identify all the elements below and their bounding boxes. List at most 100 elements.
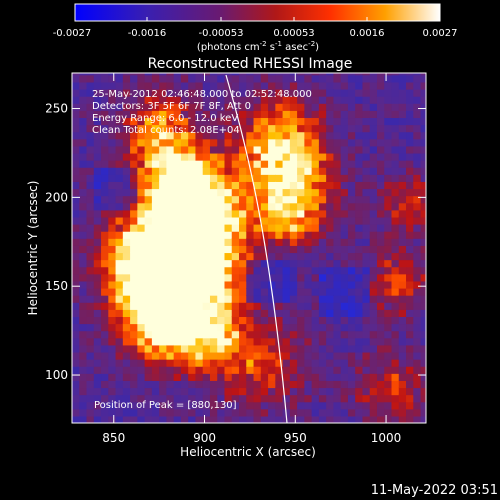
heatmap-cell	[239, 401, 247, 410]
heatmap-cell	[93, 110, 102, 119]
heatmap-cell	[224, 202, 233, 211]
heatmap-cell	[333, 351, 342, 360]
heatmap-cell	[369, 273, 378, 282]
heatmap-cell	[398, 231, 407, 239]
heatmap-cell	[376, 81, 385, 90]
heatmap-cell	[384, 88, 393, 97]
heatmap-cell	[289, 273, 298, 282]
heatmap-cell	[217, 415, 226, 423]
heatmap-cell	[217, 302, 226, 310]
heatmap-cell	[122, 387, 131, 396]
heatmap-cell	[122, 81, 131, 90]
heatmap-cell	[108, 309, 117, 317]
heatmap-cell	[231, 160, 240, 168]
heatmap-cell	[420, 96, 426, 104]
heatmap-cell	[304, 195, 313, 204]
heatmap-cell	[406, 394, 414, 403]
heatmap-cell	[260, 103, 269, 111]
heatmap-cell	[130, 408, 138, 417]
heatmap-cell	[108, 387, 117, 396]
heatmap-cell	[326, 273, 335, 282]
heatmap-cell	[304, 96, 313, 104]
heatmap-cell	[195, 359, 204, 367]
heatmap-cell	[144, 245, 153, 254]
heatmap-cell	[376, 202, 385, 211]
heatmap-cell	[122, 273, 131, 282]
heatmap-cell	[304, 224, 313, 232]
heatmap-cell	[355, 323, 364, 332]
heatmap-cell	[151, 209, 160, 218]
heatmap-cell	[355, 131, 364, 140]
heatmap-cell	[289, 238, 298, 246]
heatmap-cell	[362, 103, 371, 111]
heatmap-cell	[93, 309, 102, 317]
heatmap-cell	[166, 238, 175, 246]
heatmap-cell	[355, 181, 364, 190]
heatmap-cell	[239, 366, 247, 374]
heatmap-cell	[376, 344, 385, 353]
heatmap-cell	[362, 124, 371, 133]
heatmap-cell	[72, 316, 80, 325]
heatmap-cell	[101, 380, 109, 389]
heatmap-cell	[159, 195, 167, 204]
heatmap-cell	[122, 209, 131, 218]
heatmap-cell	[289, 408, 298, 417]
heatmap-cell	[420, 252, 426, 261]
heatmap-cell	[188, 387, 197, 396]
heatmap-cell	[209, 337, 218, 346]
heatmap-cell	[398, 73, 407, 76]
heatmap-cell	[86, 330, 95, 339]
heatmap-cell	[224, 273, 233, 282]
heatmap-cell	[260, 394, 269, 403]
heatmap-cell	[253, 216, 262, 225]
heatmap-cell	[137, 366, 146, 374]
heatmap-cell	[209, 373, 218, 381]
heatmap-cell	[144, 131, 153, 140]
heatmap-cell	[209, 167, 218, 175]
heatmap-cell	[326, 181, 335, 190]
heatmap-cell	[253, 231, 262, 239]
heatmap-cell	[115, 88, 124, 97]
heatmap-cell	[282, 145, 291, 154]
heatmap-cell	[369, 415, 378, 423]
heatmap-cell	[151, 408, 160, 417]
heatmap-cell	[173, 323, 182, 332]
heatmap-cell	[144, 73, 153, 76]
y-axis-label: Heliocentric Y (arcsec)	[26, 181, 40, 316]
heatmap-cell	[333, 394, 342, 403]
heatmap-cell	[326, 408, 335, 417]
heatmap-cell	[420, 295, 426, 303]
heatmap-cell	[384, 387, 393, 396]
heatmap-cell	[108, 145, 117, 154]
heatmap-cell	[188, 202, 197, 211]
heatmap-cell	[347, 73, 356, 76]
heatmap-cell	[260, 344, 269, 353]
heatmap-cell	[180, 295, 189, 303]
heatmap-cell	[253, 117, 262, 126]
heatmap-cell	[209, 238, 218, 246]
heatmap-cell	[217, 273, 226, 282]
heatmap-cell	[108, 167, 117, 175]
heatmap-cell	[202, 266, 211, 275]
heatmap-cell	[159, 273, 167, 282]
heatmap-cell	[224, 167, 233, 175]
heatmap-cell	[72, 238, 80, 246]
heatmap-cell	[231, 323, 240, 332]
heatmap-cell	[224, 387, 233, 396]
heatmap-cell	[362, 323, 371, 332]
heatmap-cell	[398, 245, 407, 254]
heatmap-cell	[318, 259, 327, 268]
heatmap-cell	[384, 124, 393, 133]
colorbar-tick-label: 0.0016	[350, 28, 385, 39]
heatmap-cell	[289, 366, 298, 374]
heatmap-cell	[144, 351, 153, 360]
heatmap-cell	[289, 145, 298, 154]
heatmap-cell	[166, 131, 175, 140]
heatmap-cell	[340, 160, 349, 168]
heatmap-cell	[144, 238, 153, 246]
heatmap-cell	[297, 252, 305, 261]
heatmap-cell	[180, 202, 189, 211]
heatmap-cell	[260, 366, 269, 374]
heatmap-cell	[130, 138, 138, 147]
